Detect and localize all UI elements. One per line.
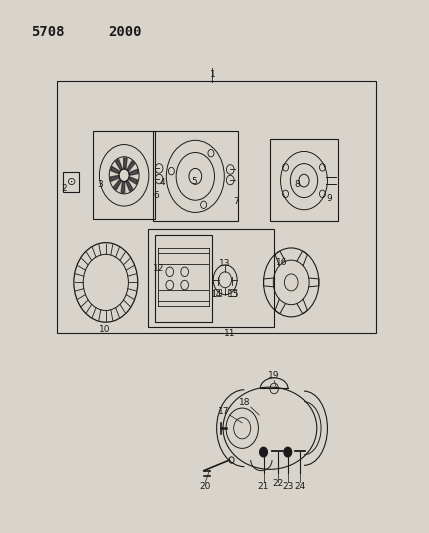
Text: 3: 3 xyxy=(97,180,103,189)
Text: 17: 17 xyxy=(218,407,230,416)
Bar xyxy=(153,131,238,221)
Text: 4: 4 xyxy=(159,178,165,187)
Polygon shape xyxy=(110,175,119,181)
Polygon shape xyxy=(128,177,138,184)
Text: 18: 18 xyxy=(239,398,251,407)
Bar xyxy=(155,235,212,322)
Bar xyxy=(63,172,79,192)
Text: 6: 6 xyxy=(153,191,159,200)
Bar xyxy=(228,289,236,296)
Text: ⊙: ⊙ xyxy=(66,177,76,187)
Polygon shape xyxy=(115,159,123,171)
Circle shape xyxy=(284,447,292,457)
Polygon shape xyxy=(114,179,121,190)
Bar xyxy=(270,139,338,221)
Text: 13: 13 xyxy=(219,260,230,268)
Text: 11: 11 xyxy=(224,329,235,338)
Polygon shape xyxy=(129,169,138,175)
Text: 9: 9 xyxy=(327,194,332,203)
Text: 7: 7 xyxy=(233,197,239,206)
Polygon shape xyxy=(124,158,127,169)
Text: 16: 16 xyxy=(276,259,287,267)
Polygon shape xyxy=(111,166,120,174)
Polygon shape xyxy=(126,180,133,191)
Text: 22: 22 xyxy=(272,479,283,488)
Text: 24: 24 xyxy=(294,482,305,491)
Text: 14: 14 xyxy=(211,289,222,298)
Text: 20: 20 xyxy=(199,482,211,491)
Text: 5: 5 xyxy=(192,177,197,186)
Text: 23: 23 xyxy=(282,482,293,491)
Text: 2000: 2000 xyxy=(108,25,142,39)
Polygon shape xyxy=(121,181,125,193)
Text: 12: 12 xyxy=(153,264,164,273)
Text: 15: 15 xyxy=(228,289,239,298)
Text: 2: 2 xyxy=(62,183,67,192)
Bar xyxy=(214,289,221,296)
Text: 19: 19 xyxy=(269,371,280,380)
Text: 10: 10 xyxy=(99,325,111,334)
Text: 8: 8 xyxy=(295,180,300,189)
Text: 21: 21 xyxy=(258,482,269,491)
Text: 1: 1 xyxy=(209,70,215,79)
Bar xyxy=(57,81,377,333)
Bar xyxy=(93,131,155,219)
Text: 5708: 5708 xyxy=(31,25,65,39)
Circle shape xyxy=(260,447,267,457)
Bar xyxy=(148,229,274,327)
Polygon shape xyxy=(127,161,135,172)
